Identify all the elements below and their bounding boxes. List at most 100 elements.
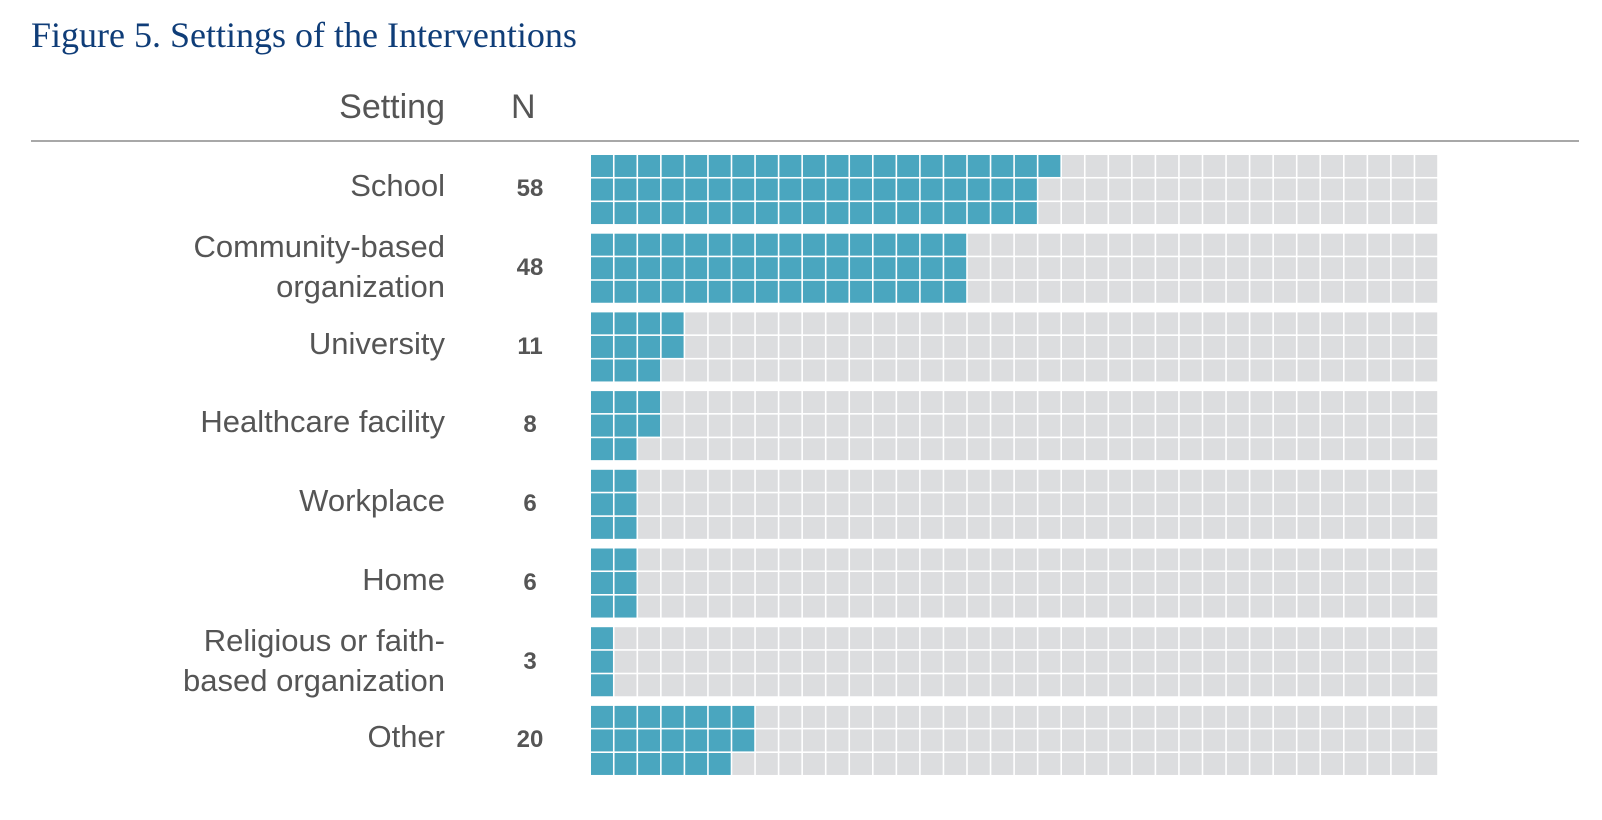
waffle-cell-filled	[944, 155, 967, 177]
waffle-cell-empty	[1226, 595, 1249, 618]
waffle-cell-empty	[850, 572, 872, 594]
waffle-cell-empty	[1226, 516, 1249, 539]
waffle-cell-empty	[826, 627, 849, 650]
waffle-cell-empty	[1179, 595, 1202, 618]
waffle-cell-empty	[991, 391, 1014, 414]
waffle-cell-empty	[873, 493, 896, 516]
waffle-cell-filled	[614, 178, 637, 201]
waffle-cell-empty	[1203, 438, 1226, 461]
waffle-cell-filled	[591, 627, 613, 650]
waffle-cell-empty	[1132, 705, 1155, 728]
waffle-cell-filled	[638, 391, 661, 414]
waffle-cell-empty	[1085, 359, 1108, 382]
waffle-cell-empty	[1391, 414, 1414, 437]
waffle-cell-empty	[1368, 627, 1391, 650]
waffle-cell-empty	[1321, 155, 1343, 177]
waffle-cell-filled	[638, 729, 661, 752]
waffle-cell-filled	[591, 155, 613, 177]
waffle-cell-empty	[1273, 674, 1296, 697]
waffle-cell-empty	[779, 469, 802, 492]
waffle-cell-empty	[1273, 729, 1296, 752]
waffle-cell-empty	[1273, 178, 1296, 201]
waffle-cell-empty	[1226, 414, 1249, 437]
waffle-cell-empty	[1132, 391, 1155, 414]
waffle-cell-empty	[1179, 469, 1202, 492]
waffle-cell-empty	[1132, 257, 1155, 280]
waffle-cell-empty	[850, 627, 872, 650]
waffle-cell-empty	[802, 627, 825, 650]
waffle-cell-empty	[1321, 178, 1343, 201]
waffle-cell-empty	[732, 414, 755, 437]
waffle-cell-empty	[1085, 627, 1108, 650]
waffle-cell-empty	[1062, 595, 1084, 618]
waffle-cell-empty	[1109, 178, 1132, 201]
waffle-cell-empty	[920, 753, 943, 775]
waffle-cell-empty	[850, 674, 872, 697]
waffle-cell-filled	[614, 516, 637, 539]
waffle-cell-empty	[920, 391, 943, 414]
waffle-cell-filled	[591, 469, 613, 492]
waffle-cell-empty	[991, 493, 1014, 516]
waffle-cell-empty	[1297, 548, 1320, 571]
waffle-cell-filled	[732, 705, 755, 728]
waffle-cell-empty	[1415, 155, 1438, 177]
waffle-cell-empty	[661, 414, 684, 437]
category-label-home: Home	[362, 561, 445, 597]
waffle-cell-empty	[661, 674, 684, 697]
waffle-cell-empty	[1156, 705, 1179, 728]
waffle-cell-empty	[1062, 438, 1084, 461]
waffle-cell-empty	[1415, 627, 1438, 650]
waffle-cell-filled	[779, 202, 802, 225]
waffle-cell-empty	[1415, 548, 1438, 571]
waffle-cell-empty	[638, 595, 661, 618]
waffle-cell-empty	[779, 650, 802, 673]
waffle-cell-empty	[967, 674, 990, 697]
waffle-cell-empty	[1203, 280, 1226, 303]
waffle-cell-empty	[1109, 280, 1132, 303]
waffle-cell-empty	[1109, 335, 1132, 358]
waffle-cell-empty	[1038, 233, 1061, 256]
waffle-cell-filled	[685, 155, 708, 177]
waffle-cell-empty	[873, 705, 896, 728]
waffle-cell-filled	[779, 280, 802, 303]
waffle-cell-empty	[708, 627, 731, 650]
waffle-cell-empty	[1273, 155, 1296, 177]
waffle-cell-empty	[920, 493, 943, 516]
waffle-cell-empty	[685, 335, 708, 358]
waffle-cell-filled	[614, 705, 637, 728]
category-count-religious-or-faith-based-organization: 3	[523, 647, 537, 675]
waffle-cell-empty	[685, 438, 708, 461]
waffle-cell-empty	[1368, 178, 1391, 201]
waffle-cell-empty	[1344, 155, 1367, 177]
waffle-cell-empty	[1038, 280, 1061, 303]
waffle-cell-empty	[1226, 753, 1249, 775]
waffle-cell-empty	[1062, 729, 1084, 752]
waffle-cell-empty	[1085, 155, 1108, 177]
waffle-cell-empty	[1203, 335, 1226, 358]
waffle-cell-empty	[1038, 414, 1061, 437]
waffle-cell-empty	[779, 335, 802, 358]
waffle-cell-empty	[638, 627, 661, 650]
waffle-cell-empty	[1226, 627, 1249, 650]
waffle-cell-filled	[591, 312, 613, 335]
waffle-cell-empty	[708, 674, 731, 697]
waffle-cell-empty	[1062, 753, 1084, 775]
waffle-cell-empty	[991, 705, 1014, 728]
waffle-cell-empty	[1132, 335, 1155, 358]
waffle-cell-filled	[920, 155, 943, 177]
waffle-cell-empty	[732, 359, 755, 382]
waffle-cell-empty	[1179, 572, 1202, 594]
waffle-cell-empty	[755, 753, 778, 775]
waffle-cell-empty	[1344, 202, 1367, 225]
waffle-cell-empty	[897, 493, 920, 516]
waffle-cell-empty	[826, 312, 849, 335]
waffle-cell-empty	[1109, 493, 1132, 516]
waffle-cell-empty	[1297, 493, 1320, 516]
waffle-cell-empty	[1062, 548, 1084, 571]
waffle-cell-empty	[779, 438, 802, 461]
waffle-cell-empty	[991, 335, 1014, 358]
waffle-cell-empty	[755, 674, 778, 697]
waffle-cell-empty	[1415, 595, 1438, 618]
waffle-cell-empty	[1368, 516, 1391, 539]
waffle-cell-empty	[779, 516, 802, 539]
